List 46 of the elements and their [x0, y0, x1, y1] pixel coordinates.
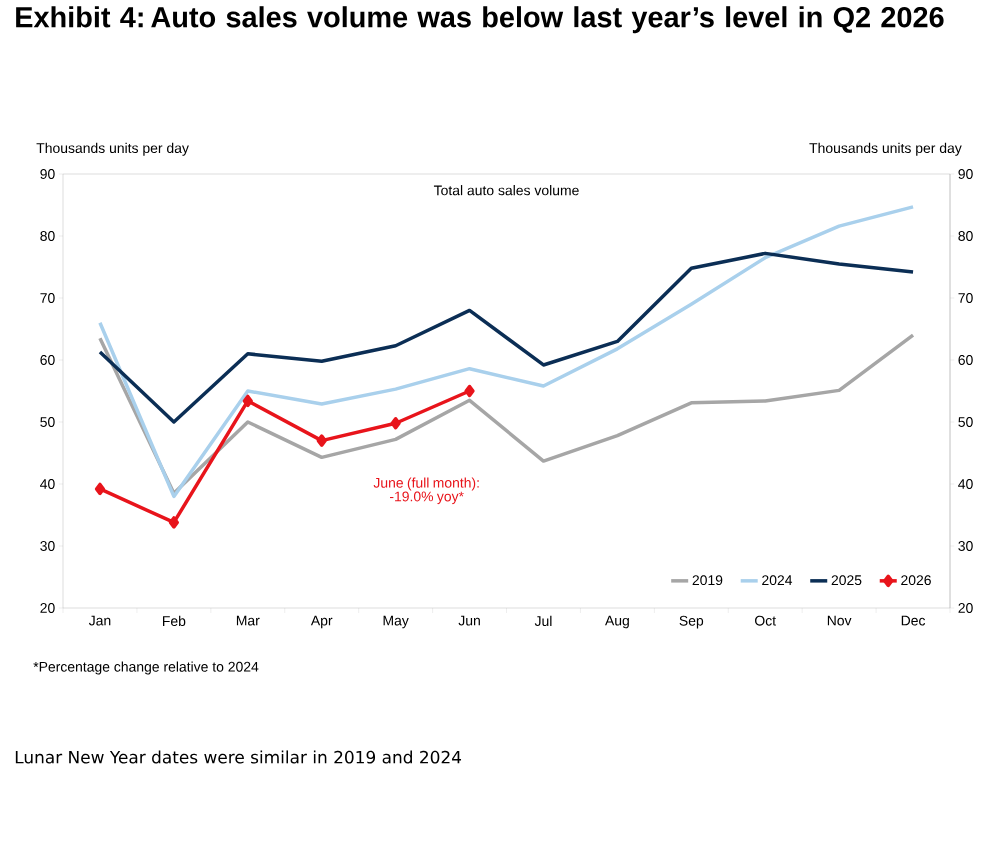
legend-label: 2025 [831, 575, 862, 586]
y-tick-label: 40 [40, 479, 55, 489]
legend-label: 2024 [762, 575, 793, 586]
point [242, 394, 253, 408]
x-tick-label: Sep [679, 615, 704, 629]
y-tick-label: 70 [40, 293, 55, 303]
point [464, 384, 475, 398]
x-tick-label: Aug [605, 615, 629, 629]
y-tick-label: 30 [40, 541, 55, 551]
x-tick-label: Mar [236, 615, 260, 626]
y2-tick-label: 90 [958, 169, 973, 179]
y2-tick-label: 20 [958, 603, 973, 613]
y2-tick-label: 70 [958, 293, 973, 303]
point [390, 417, 401, 430]
y2-tick-label: 50 [958, 417, 973, 427]
point [94, 482, 106, 496]
x-tick-label: Jan [88, 615, 111, 626]
x-tick-label: Apr [310, 615, 333, 629]
y-tick-label: 90 [40, 169, 55, 179]
legend-label: 2026 [901, 575, 931, 586]
text: Total auto sales volume [433, 185, 579, 196]
y2-axis-title: Thousands units per day [809, 142, 962, 156]
x-tick-label: Jun [458, 615, 480, 626]
y-axis-title: Thousands units per day [36, 142, 189, 156]
y2-tick-label: 30 [958, 541, 973, 551]
x-tick-label: Dec [901, 615, 926, 626]
chart-title: Exhibit 4: Auto sales volume was below last year’s level in Q2 2026 [16, 6, 944, 34]
x-tick-label: Feb [163, 615, 186, 627]
y2-tick-label: 40 [958, 479, 973, 489]
point [168, 516, 180, 529]
x-tick-label: Nov [827, 615, 852, 626]
y-tick-label: 60 [40, 355, 55, 365]
x-tick-label: May [383, 615, 409, 629]
annotation: June (full month): -19.0% yoy* [373, 477, 479, 505]
y2-tick-label: 80 [958, 231, 973, 241]
text: *Percentage change relative to 2024 [33, 661, 259, 675]
point [316, 434, 327, 447]
line-series [98, 251, 915, 424]
x-tick-label: Oct [755, 615, 776, 626]
legend-label: 2019 [692, 575, 723, 586]
y-tick-label: 20 [40, 603, 55, 613]
y-tick-label: 50 [40, 417, 55, 427]
y-tick-label: 80 [40, 231, 55, 241]
y2-tick-label: 60 [958, 355, 973, 365]
x-tick-label: Jul [534, 615, 552, 627]
text: Lunar New Year dates were similar in 2019 and 2024 [15, 750, 462, 764]
